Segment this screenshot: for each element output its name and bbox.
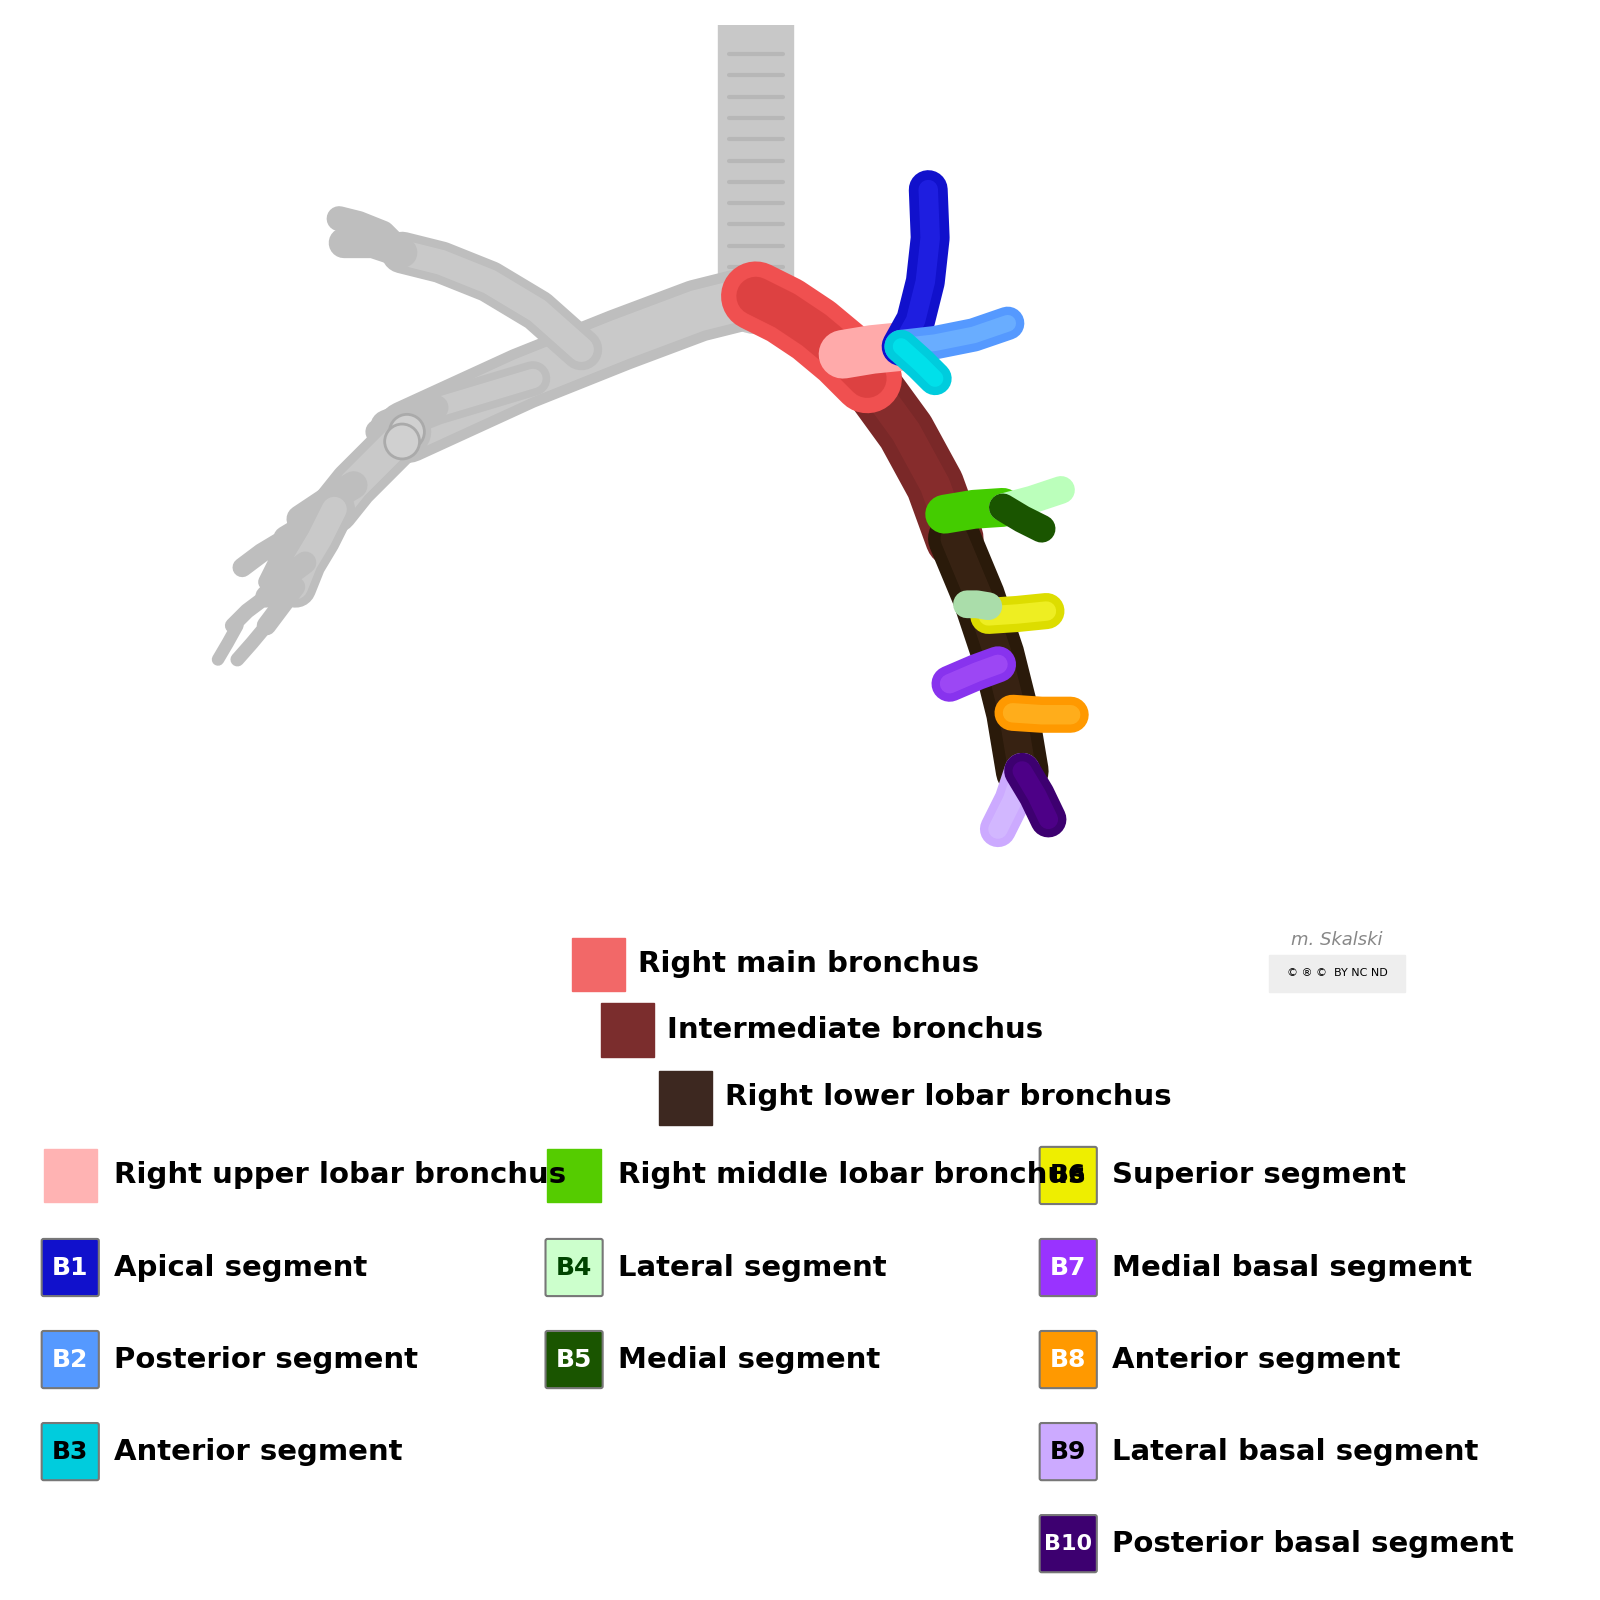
FancyBboxPatch shape [1040,1331,1098,1389]
Text: B10: B10 [1045,1534,1093,1554]
Text: Anterior segment: Anterior segment [114,1438,403,1466]
Text: Medial basal segment: Medial basal segment [1112,1253,1472,1282]
Bar [571,938,626,990]
Bar [547,1149,600,1202]
Circle shape [389,414,424,450]
FancyBboxPatch shape [546,1331,603,1389]
FancyBboxPatch shape [1040,1147,1098,1205]
Text: © ® ©  BY NC ND: © ® © BY NC ND [1286,968,1387,979]
Text: Lateral basal segment: Lateral basal segment [1112,1438,1478,1466]
FancyBboxPatch shape [42,1422,99,1480]
Text: B4: B4 [555,1256,592,1280]
Text: B7: B7 [1050,1256,1086,1280]
Text: Superior segment: Superior segment [1112,1162,1406,1189]
FancyBboxPatch shape [546,1238,603,1296]
Bar [43,1149,98,1202]
Text: Right middle lobar bronchus: Right middle lobar bronchus [618,1162,1086,1189]
Text: Intermediate bronchus: Intermediate bronchus [667,1016,1043,1043]
Text: B6: B6 [1050,1163,1086,1187]
Text: Apical segment: Apical segment [114,1253,368,1282]
FancyBboxPatch shape [1040,1515,1098,1573]
FancyBboxPatch shape [1040,1422,1098,1480]
Text: Anterior segment: Anterior segment [1112,1346,1402,1373]
Text: B3: B3 [53,1440,88,1464]
Text: B2: B2 [53,1347,88,1371]
Text: m. Skalski: m. Skalski [1291,931,1382,949]
Text: Right upper lobar bronchus: Right upper lobar bronchus [114,1162,566,1189]
Bar [659,1072,712,1125]
Bar [1269,955,1405,992]
FancyBboxPatch shape [42,1331,99,1389]
Text: Right lower lobar bronchus: Right lower lobar bronchus [725,1083,1171,1112]
Text: Lateral segment: Lateral segment [618,1253,886,1282]
Text: B8: B8 [1050,1347,1086,1371]
FancyBboxPatch shape [42,1238,99,1296]
FancyBboxPatch shape [1040,1238,1098,1296]
Text: B9: B9 [1050,1440,1086,1464]
Circle shape [384,424,419,459]
Text: B5: B5 [555,1347,592,1371]
Text: Posterior basal segment: Posterior basal segment [1112,1530,1514,1558]
Text: Medial segment: Medial segment [618,1346,880,1373]
Text: B1: B1 [51,1256,88,1280]
Text: Posterior segment: Posterior segment [114,1346,418,1373]
Bar [600,1003,654,1056]
Text: Right main bronchus: Right main bronchus [637,950,979,978]
